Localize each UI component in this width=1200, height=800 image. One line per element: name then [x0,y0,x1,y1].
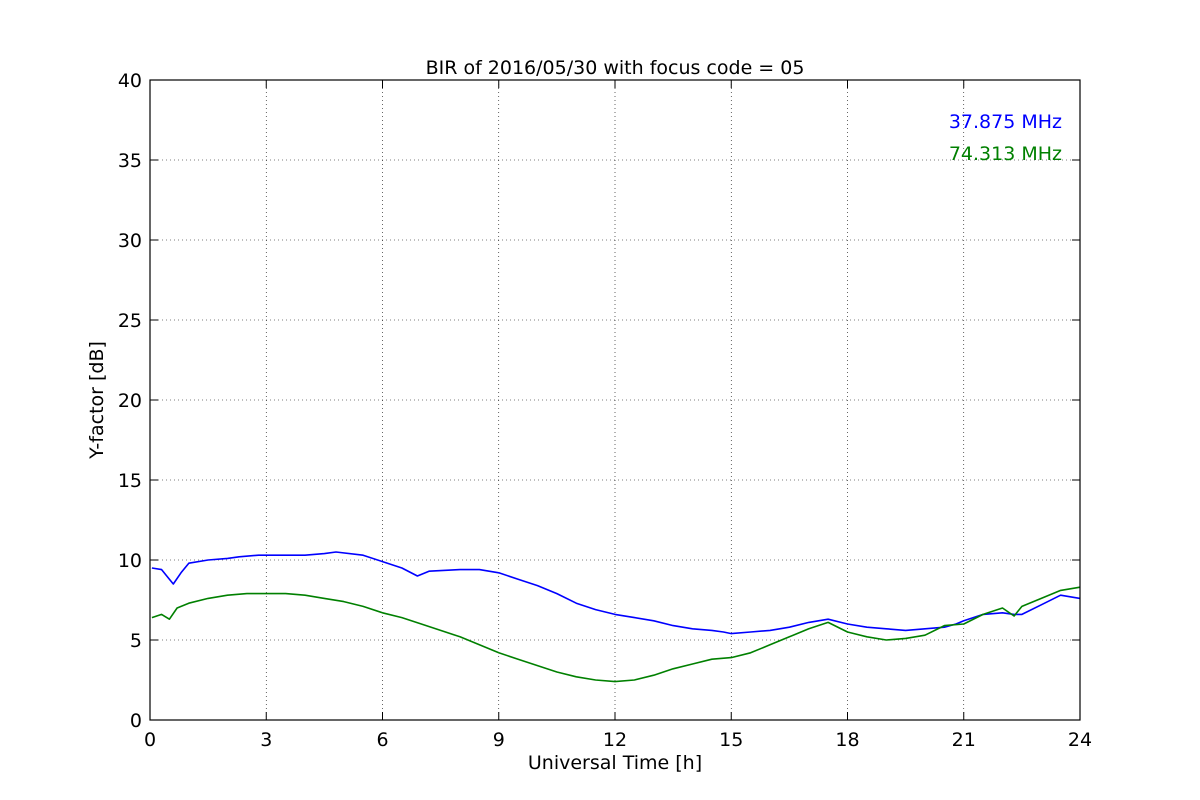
y-tick-label: 15 [118,470,142,492]
x-axis-label: Universal Time [h] [528,752,702,774]
x-tick-label: 6 [376,729,388,751]
x-tick-label: 9 [493,729,505,751]
y-tick-label: 5 [130,630,142,652]
series-line-1 [151,551,1081,635]
y-tick-label: 10 [118,550,142,572]
tick-layer: 0 3 6 9 12 15 18 21 24 0 5 10 15 20 25 30 35 40 [118,70,1092,751]
x-tick-label: 0 [144,729,156,751]
legend: 37.875 MHz 74.313 MHz [949,111,1062,165]
x-tick-label: 3 [260,729,272,751]
x-tick-label: 21 [952,729,976,751]
y-tick-label: 25 [118,310,142,332]
x-tick-label: 15 [719,729,743,751]
y-tick-label: 35 [118,150,142,172]
x-tick-label: 12 [603,729,627,751]
series-line-2 [151,586,1081,683]
grid-layer [149,79,1081,721]
y-axis-label: Y-factor [dB] [86,341,108,460]
y-tick-label: 0 [130,710,142,732]
chart-title: BIR of 2016/05/30 with focus code = 05 [426,57,805,79]
x-tick-label: 24 [1068,729,1092,751]
y-tick-label: 20 [118,390,142,412]
y-tick-label: 30 [118,230,142,252]
x-tick-label: 18 [835,729,859,751]
legend-entry: 37.875 MHz [949,111,1062,133]
series-layer [151,551,1081,683]
legend-entry: 74.313 MHz [949,143,1062,165]
y-tick-label: 40 [118,70,142,92]
